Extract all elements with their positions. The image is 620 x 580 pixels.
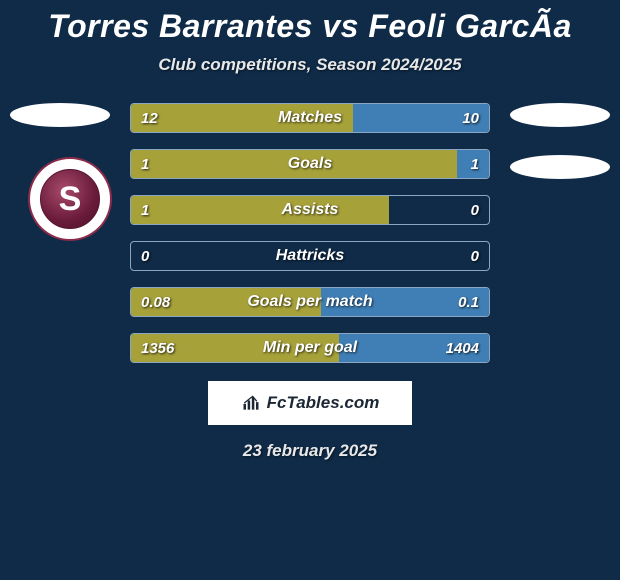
bar-value-left: 12 (131, 104, 168, 132)
bar-metric-label: Goals per match (131, 288, 489, 316)
bar-value-right: 1 (461, 150, 489, 178)
bar-value-left: 1 (131, 150, 159, 178)
date-label: 23 february 2025 (0, 441, 620, 461)
bar-row: Assists1 0 (130, 195, 490, 225)
bar-value-right: 0 (461, 196, 489, 224)
page-title: Torres Barrantes vs Feoli GarcÃ­a (0, 8, 620, 45)
bar-metric-label: Goals (131, 150, 489, 178)
bar-value-right: 1404 (436, 334, 489, 362)
chart-icon (241, 393, 261, 413)
bar-row: Min per goal13561404 (130, 333, 490, 363)
bar-value-left: 1 (131, 196, 159, 224)
brand-text: FcTables.com (267, 393, 380, 413)
bar-row: Hattricks0 0 (130, 241, 490, 271)
brand-box: FcTables.com (208, 381, 412, 425)
bar-metric-label: Matches (131, 104, 489, 132)
infographic-root: Torres Barrantes vs Feoli GarcÃ­a Club c… (0, 0, 620, 580)
club-badge: S (28, 157, 112, 241)
comparison-bars: Matches1210Goals11Assists10Hattricks00Go… (130, 103, 490, 363)
page-subtitle: Club competitions, Season 2024/2025 (0, 55, 620, 75)
avatar-right-top (510, 103, 610, 127)
avatar-right-bottom (510, 155, 610, 179)
club-badge-letter: S (40, 169, 100, 229)
bar-row: Goals1 1 (130, 149, 490, 179)
bar-value-left: 0.08 (131, 288, 180, 316)
club-badge-ring: S (28, 157, 112, 241)
bar-row: Matches12 10 (130, 103, 490, 133)
bar-value-left: 1356 (131, 334, 184, 362)
avatar-left (10, 103, 110, 127)
main-area: S Matches1210Goals11Assists10Hattricks00… (0, 103, 620, 461)
bar-metric-label: Hattricks (131, 242, 489, 270)
bar-value-right: 10 (452, 104, 489, 132)
bar-value-right: 0 (461, 242, 489, 270)
bar-metric-label: Assists (131, 196, 489, 224)
bar-value-left: 0 (131, 242, 159, 270)
bar-value-right: 0.1 (448, 288, 489, 316)
bar-row: Goals per match0.08 0.1 (130, 287, 490, 317)
